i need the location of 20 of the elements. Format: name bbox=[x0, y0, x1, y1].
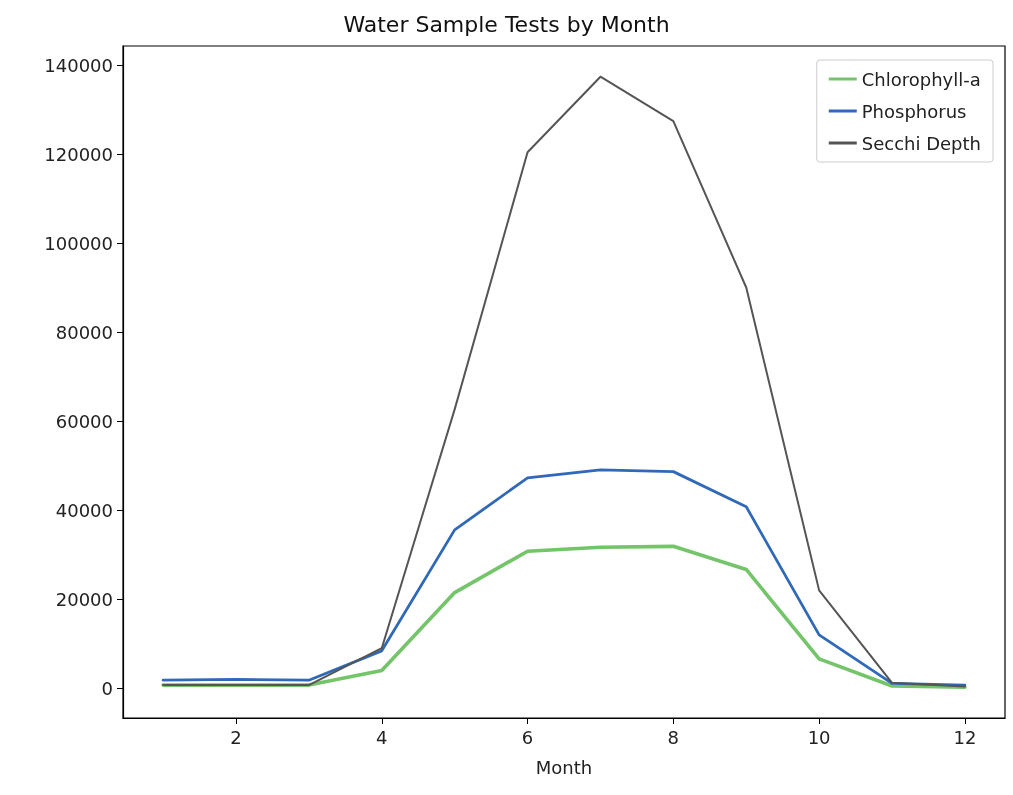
y-tick-label: 120000 bbox=[44, 144, 113, 166]
y-tick-label: 80000 bbox=[55, 321, 113, 343]
y-tick-label: 140000 bbox=[44, 55, 113, 77]
y-tick-label: 0 bbox=[101, 677, 113, 699]
x-tick-label: 8 bbox=[667, 726, 680, 748]
x-axis-title: Month bbox=[535, 756, 593, 778]
y-tick-label: 100000 bbox=[44, 232, 113, 254]
y-tick-label: 60000 bbox=[55, 410, 113, 432]
legend-label: Phosphorus bbox=[861, 100, 967, 122]
x-tick-label: 4 bbox=[376, 726, 388, 748]
x-tick-label: 12 bbox=[953, 726, 977, 748]
line-series bbox=[161, 468, 967, 687]
legend-label: Chlorophyll-a bbox=[861, 68, 981, 90]
x-tick-label: 2 bbox=[230, 726, 242, 748]
y-tick-label: 40000 bbox=[55, 499, 113, 521]
y-tick-label: 20000 bbox=[55, 588, 113, 610]
x-tick-label: 6 bbox=[521, 726, 534, 748]
x-tick-label: 10 bbox=[807, 726, 831, 748]
chart-title: Water Sample Tests by Month bbox=[343, 11, 670, 37]
legend-label: Secchi Depth bbox=[861, 132, 981, 154]
